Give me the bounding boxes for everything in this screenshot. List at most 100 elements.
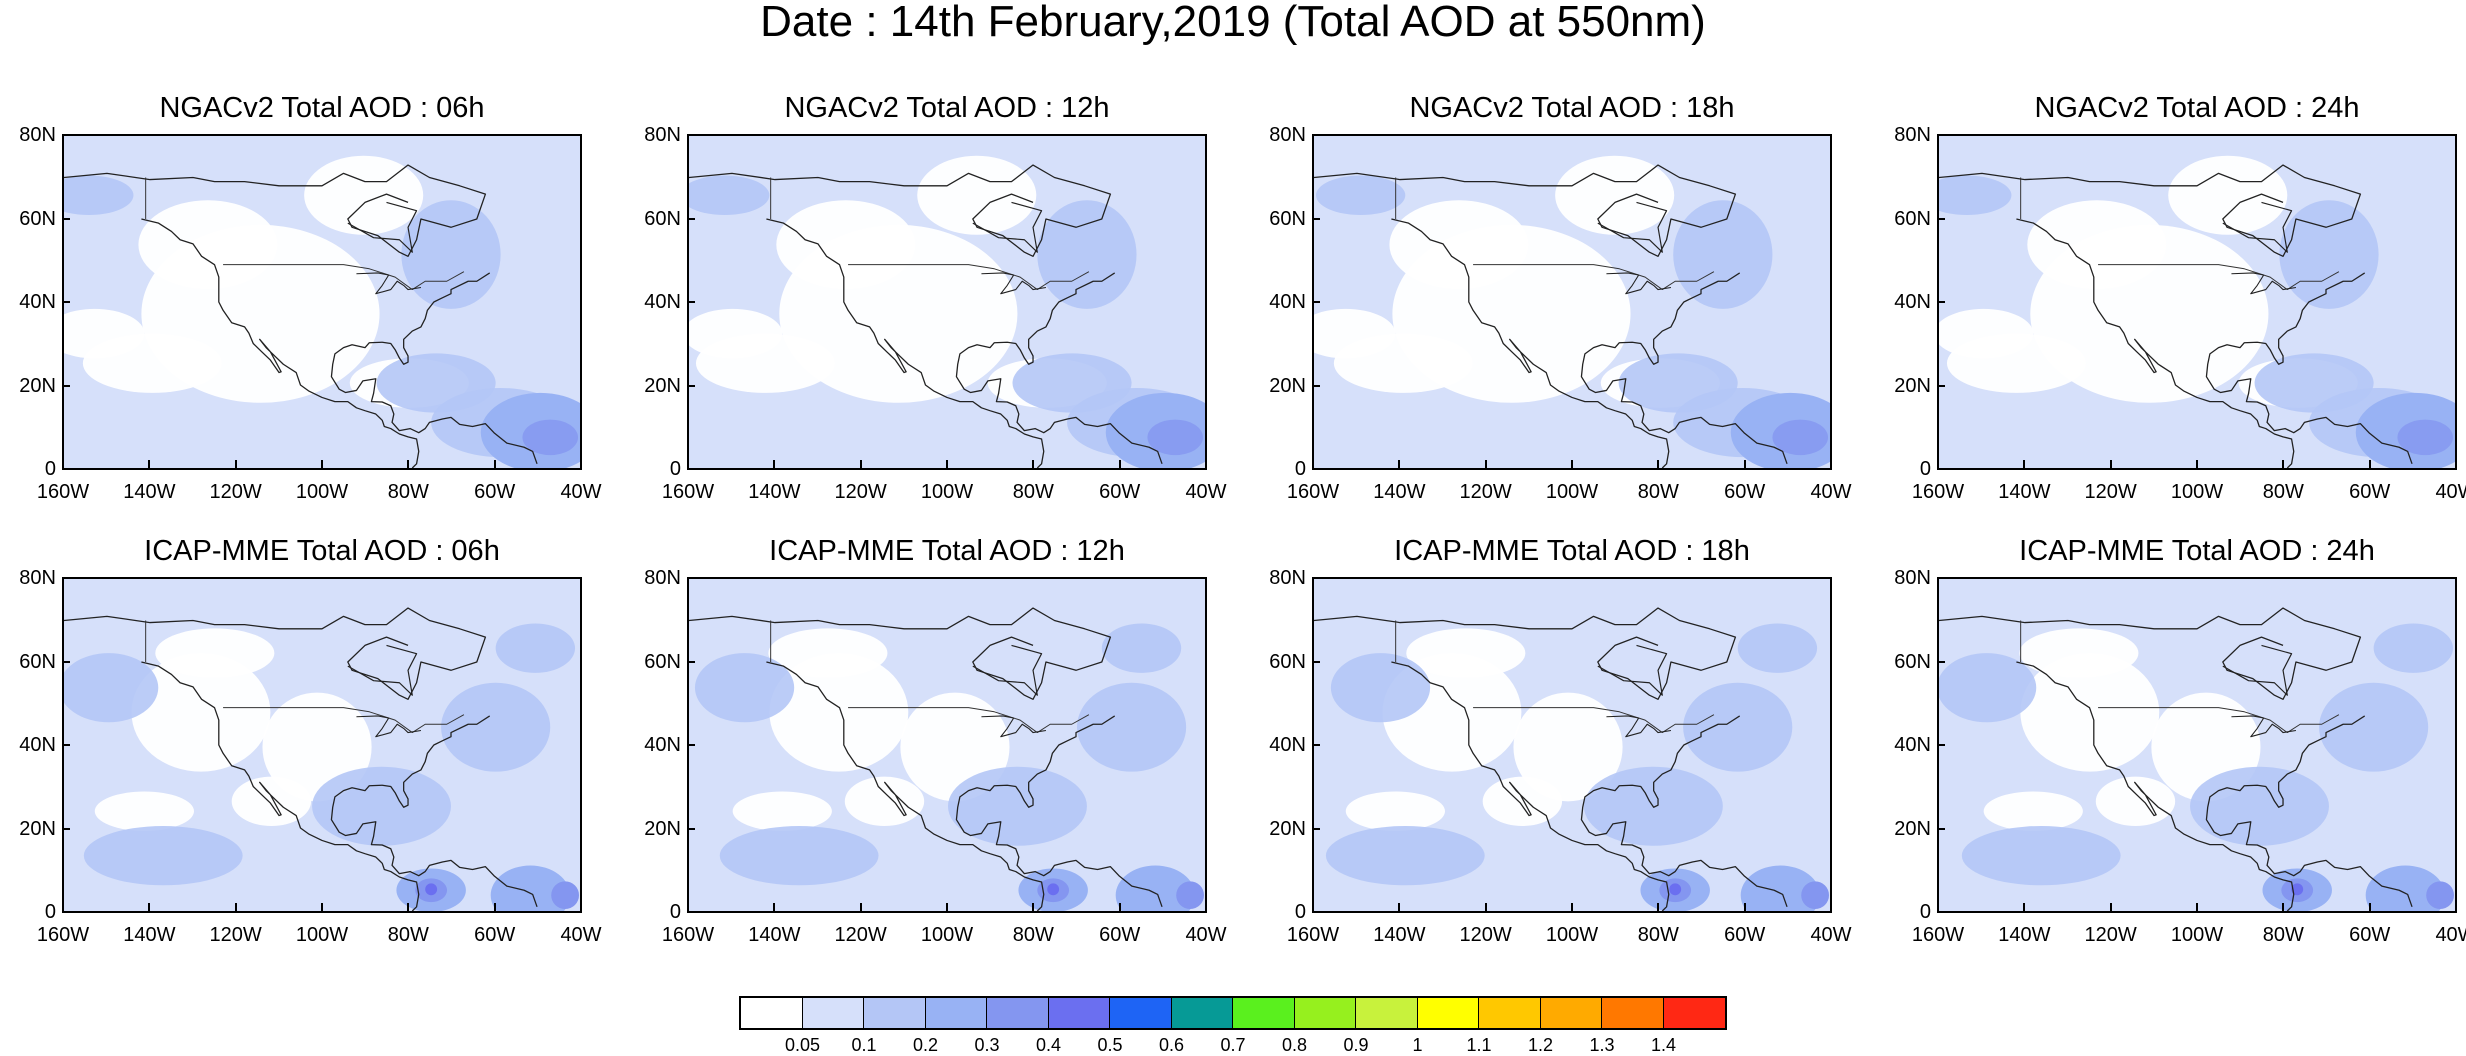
x-tick-mark bbox=[859, 903, 862, 911]
y-tick-label: 40N bbox=[1269, 734, 1306, 756]
x-tick-mark bbox=[1830, 903, 1832, 911]
x-tick-label: 80W bbox=[1637, 924, 1679, 946]
x-tick-label: 140W bbox=[1998, 924, 2051, 946]
x-tick-mark bbox=[859, 460, 862, 468]
y-tick-label: 40N bbox=[1894, 291, 1931, 313]
colorbar-swatch bbox=[1233, 998, 1295, 1028]
x-tick-mark bbox=[2196, 903, 2198, 911]
x-tick-label: 120W bbox=[2084, 924, 2137, 946]
colorbar-swatch bbox=[987, 998, 1049, 1028]
aod-map bbox=[64, 136, 580, 468]
map-panel bbox=[1937, 134, 2457, 470]
x-tick-mark bbox=[1205, 903, 1207, 911]
y-tick-mark bbox=[1312, 744, 1320, 746]
y-tick-label: 40N bbox=[19, 291, 56, 313]
y-tick-mark bbox=[62, 134, 70, 136]
map-panel bbox=[62, 577, 582, 913]
y-tick-label: 60N bbox=[19, 207, 56, 230]
colorbar-label: 1.4 bbox=[1650, 1035, 1677, 1055]
y-tick-label: 80N bbox=[1894, 567, 1931, 589]
y-tick-mark bbox=[687, 744, 695, 746]
x-tick-label: 80W bbox=[387, 481, 429, 503]
x-tick-mark bbox=[1312, 460, 1314, 468]
x-tick-label: 80W bbox=[1637, 481, 1679, 503]
coastlines bbox=[1314, 607, 1788, 911]
map-panel bbox=[687, 134, 1207, 470]
y-tick-label: 40N bbox=[19, 734, 56, 756]
panel-title: ICAP-MME Total AOD : 12h bbox=[769, 535, 1125, 567]
colorbar-swatch bbox=[1048, 998, 1110, 1028]
y-tick-label: 80N bbox=[1269, 567, 1306, 589]
colorbar-swatch bbox=[1479, 998, 1541, 1028]
colorbar-swatch bbox=[1602, 998, 1664, 1028]
x-tick-mark bbox=[1484, 903, 1487, 911]
x-tick-label: 60W bbox=[1724, 924, 1766, 946]
y-tick-mark bbox=[62, 660, 70, 663]
x-tick-label: 140W bbox=[123, 481, 176, 503]
colorbar-label: 1.3 bbox=[1589, 1035, 1615, 1055]
x-tick-mark bbox=[148, 903, 151, 911]
y-tick-label: 20N bbox=[644, 374, 681, 397]
y-tick-label: 60N bbox=[19, 650, 56, 673]
x-tick-label: 40W bbox=[1810, 924, 1852, 946]
x-tick-label: 40W bbox=[560, 481, 602, 503]
y-tick-mark bbox=[687, 301, 695, 303]
x-tick-label: 60W bbox=[2349, 481, 2391, 503]
x-tick-label: 40W bbox=[560, 924, 602, 946]
panel-title: ICAP-MME Total AOD : 24h bbox=[2019, 535, 2375, 567]
x-tick-label: 100W bbox=[2170, 924, 2224, 946]
colorbar-label: 0.6 bbox=[1158, 1035, 1185, 1055]
colorbar-swatch bbox=[1110, 998, 1172, 1028]
x-tick-mark bbox=[687, 903, 689, 911]
x-tick-label: 40W bbox=[1810, 481, 1852, 503]
y-tick-mark bbox=[687, 384, 695, 387]
colorbar-label: 0.7 bbox=[1220, 1035, 1246, 1055]
x-tick-label: 160W bbox=[661, 481, 715, 503]
colorbar-label: 0.5 bbox=[1097, 1035, 1123, 1055]
colorbar-label: 0.2 bbox=[912, 1035, 939, 1055]
coastlines bbox=[64, 607, 538, 911]
y-tick-label: 20N bbox=[1894, 817, 1931, 840]
x-tick-label: 80W bbox=[1012, 481, 1054, 503]
y-tick-mark bbox=[687, 134, 695, 136]
y-tick-label: 20N bbox=[1269, 817, 1306, 840]
aod-map bbox=[1314, 136, 1830, 468]
figure-title: Date : 14th February,2019 (Total AOD at … bbox=[760, 0, 1706, 46]
x-tick-mark bbox=[321, 460, 323, 468]
x-tick-label: 100W bbox=[1545, 924, 1599, 946]
x-tick-mark bbox=[2023, 460, 2026, 468]
y-tick-label: 40N bbox=[644, 734, 681, 756]
x-tick-mark bbox=[1484, 460, 1487, 468]
map-panel bbox=[687, 577, 1207, 913]
x-tick-label: 80W bbox=[1012, 924, 1054, 946]
x-tick-label: 100W bbox=[2170, 481, 2224, 503]
y-tick-mark bbox=[62, 468, 70, 470]
y-tick-label: 60N bbox=[1269, 650, 1306, 673]
x-tick-mark bbox=[580, 460, 582, 468]
y-tick-label: 20N bbox=[1894, 374, 1931, 397]
x-tick-mark bbox=[1032, 460, 1035, 468]
x-tick-label: 120W bbox=[1459, 924, 1512, 946]
aod-map bbox=[64, 579, 580, 911]
x-tick-mark bbox=[1118, 460, 1121, 468]
x-tick-mark bbox=[321, 903, 323, 911]
y-tick-mark bbox=[1937, 911, 1945, 913]
y-tick-mark bbox=[687, 660, 695, 663]
y-tick-mark bbox=[1312, 577, 1320, 579]
x-tick-mark bbox=[2455, 903, 2457, 911]
x-tick-label: 160W bbox=[36, 481, 90, 503]
colorbar-swatch bbox=[1171, 998, 1233, 1028]
x-tick-mark bbox=[2282, 903, 2285, 911]
y-tick-mark bbox=[62, 217, 70, 220]
x-tick-mark bbox=[773, 460, 776, 468]
x-tick-label: 120W bbox=[2084, 481, 2137, 503]
colorbar-swatch bbox=[741, 998, 803, 1028]
x-tick-mark bbox=[1657, 903, 1660, 911]
x-tick-mark bbox=[234, 903, 237, 911]
panel-title: ICAP-MME Total AOD : 18h bbox=[1394, 535, 1750, 567]
x-tick-label: 140W bbox=[1373, 481, 1426, 503]
y-tick-label: 60N bbox=[1894, 207, 1931, 230]
y-tick-mark bbox=[1312, 911, 1320, 913]
x-tick-label: 80W bbox=[2262, 481, 2304, 503]
x-tick-mark bbox=[1937, 460, 1939, 468]
